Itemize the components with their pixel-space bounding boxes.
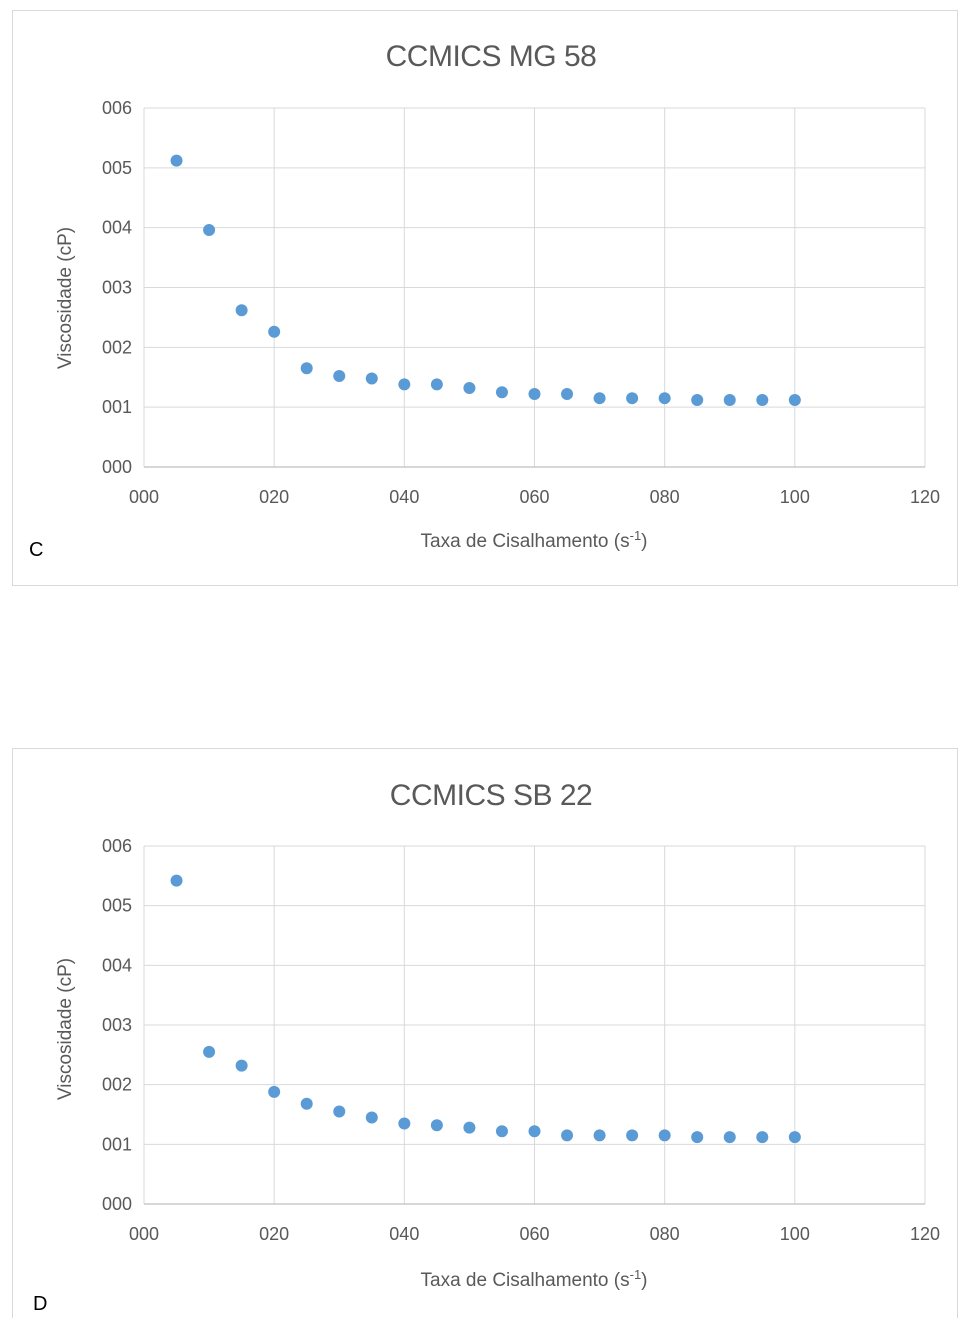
data-point (495, 386, 508, 399)
x-tick-label: 000 (129, 487, 159, 507)
y-axis-label: Viscosidade (cP) (55, 958, 76, 1100)
data-point (463, 1121, 476, 1134)
data-point (626, 1129, 639, 1142)
data-point (235, 1059, 248, 1072)
x-axis-label-close: ) (641, 1270, 647, 1291)
x-tick-label: 020 (259, 487, 289, 507)
x-tick-label: 080 (650, 487, 680, 507)
x-tick-label: 000 (129, 1224, 159, 1244)
x-tick-labels: 000 020 040 060 080 100 120 (129, 487, 940, 507)
y-tick-label: 005 (102, 158, 132, 178)
x-tick-label: 060 (519, 487, 549, 507)
data-point (691, 1131, 704, 1144)
x-axis-label-superscript: -1 (630, 1267, 642, 1282)
y-tick-label: 003 (102, 1015, 132, 1035)
data-point (333, 1105, 346, 1118)
data-point (561, 1129, 574, 1142)
x-axis-label-text: Taxa de Cisalhamento (s (421, 531, 630, 552)
data-point (528, 1125, 541, 1138)
data-point (788, 393, 801, 406)
y-tick-label: 005 (102, 896, 132, 916)
gridlines (143, 107, 926, 468)
y-tick-label: 004 (102, 218, 132, 238)
x-tick-label: 060 (519, 1224, 549, 1244)
chart-panel-d: CCMICS SB 22 000 001 002 003 004 005 006 000 02… (12, 748, 958, 1318)
x-axis-label: Taxa de Cisalhamento (s-1) (421, 528, 648, 553)
data-point (235, 304, 248, 317)
y-tick-label: 001 (102, 1134, 132, 1154)
chart-c-svg: CCMICS MG 58 000 001 002 003 004 005 006 000 02… (55, 40, 940, 553)
data-point (723, 393, 736, 406)
data-point (365, 1111, 378, 1124)
data-point (333, 370, 346, 383)
y-tick-label: 001 (102, 397, 132, 417)
data-point (561, 388, 574, 401)
data-point (170, 154, 183, 167)
data-points (170, 154, 801, 406)
data-point (593, 392, 606, 405)
x-tick-label: 040 (389, 1224, 419, 1244)
data-point (756, 393, 769, 406)
chart-d-svg: CCMICS SB 22 000 001 002 003 004 005 006 000 02… (55, 779, 940, 1292)
chart-title: CCMICS SB 22 (390, 779, 592, 812)
data-point (203, 1045, 216, 1058)
data-point (365, 372, 378, 385)
data-point (593, 1129, 606, 1142)
gridlines (143, 845, 926, 1205)
y-tick-label: 006 (102, 98, 132, 118)
x-tick-label: 120 (910, 1224, 940, 1244)
y-axis-label: Viscosidade (cP) (55, 227, 76, 369)
data-point (658, 1129, 671, 1142)
y-tick-label: 000 (102, 1194, 132, 1214)
data-point (268, 1085, 281, 1098)
x-axis-label-close: ) (641, 531, 647, 552)
x-tick-labels: 000 020 040 060 080 100 120 (129, 1224, 940, 1244)
data-point (430, 1119, 443, 1132)
panel-label: D (33, 1293, 48, 1315)
data-points (170, 874, 801, 1144)
x-tick-label: 020 (259, 1224, 289, 1244)
data-point (170, 874, 183, 887)
x-tick-label: 100 (780, 487, 810, 507)
x-tick-label: 100 (780, 1224, 810, 1244)
y-tick-label: 006 (102, 836, 132, 856)
data-point (398, 378, 411, 391)
data-point (203, 224, 216, 237)
data-point (463, 382, 476, 395)
data-point (528, 388, 541, 401)
y-tick-labels: 000 001 002 003 004 005 006 (102, 836, 132, 1214)
y-tick-labels: 000 001 002 003 004 005 006 (102, 98, 132, 477)
y-tick-label: 003 (102, 278, 132, 298)
data-point (398, 1117, 411, 1130)
panel-label: C (29, 539, 44, 561)
x-tick-label: 080 (650, 1224, 680, 1244)
chart-title: CCMICS MG 58 (386, 40, 597, 73)
x-tick-label: 120 (910, 487, 940, 507)
data-point (658, 392, 671, 405)
x-axis-label: Taxa de Cisalhamento (s-1) (421, 1267, 648, 1292)
data-point (626, 392, 639, 405)
y-tick-label: 002 (102, 1075, 132, 1095)
x-tick-label: 040 (389, 487, 419, 507)
data-point (430, 378, 443, 391)
data-point (723, 1131, 736, 1144)
data-point (756, 1131, 769, 1144)
data-point (495, 1125, 508, 1138)
chart-panel-c: CCMICS MG 58 000 001 002 003 004 005 006 000 02… (12, 10, 958, 586)
x-axis-label-text: Taxa de Cisalhamento (s (421, 1270, 630, 1291)
data-point (691, 393, 704, 406)
y-tick-label: 000 (102, 457, 132, 477)
data-point (300, 362, 313, 375)
data-point (268, 325, 281, 338)
x-axis-label-superscript: -1 (630, 528, 642, 543)
y-tick-label: 004 (102, 955, 132, 975)
data-point (788, 1131, 801, 1144)
data-point (300, 1097, 313, 1110)
y-tick-label: 002 (102, 337, 132, 357)
